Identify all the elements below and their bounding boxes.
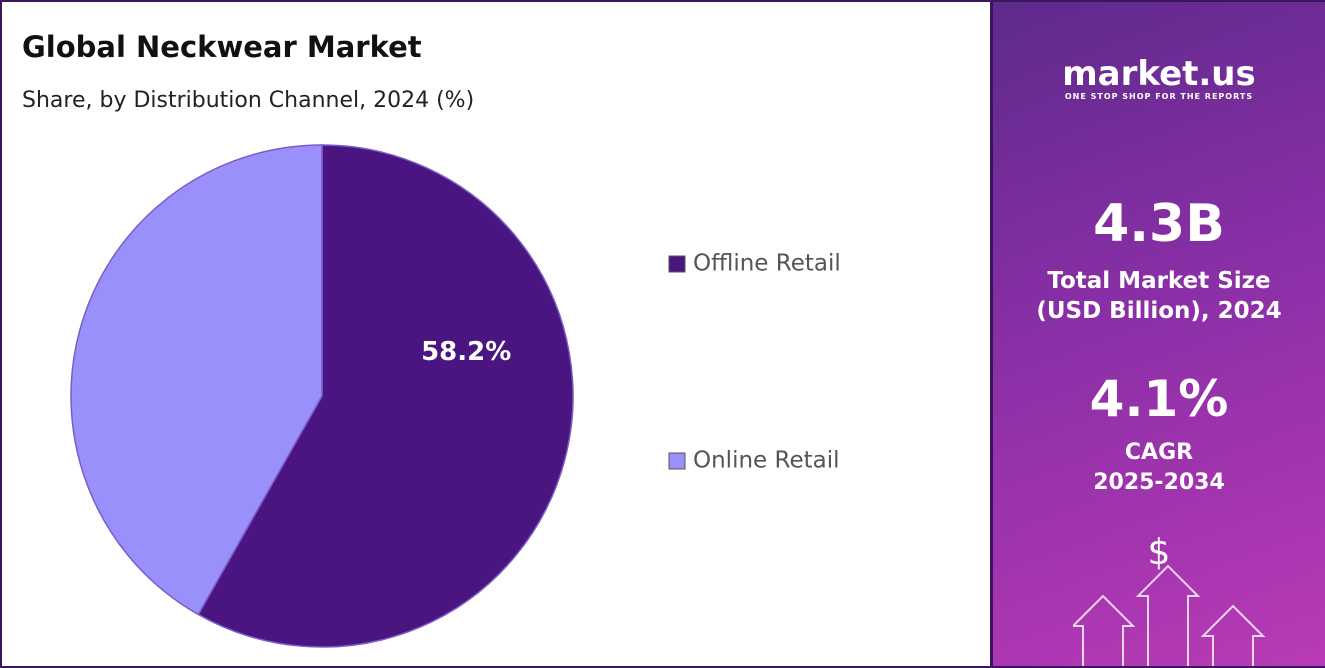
info-panel: market.us ONE STOP SHOP FOR THE REPORTS …	[990, 2, 1325, 666]
legend-label: Offline Retail	[693, 251, 841, 277]
cagr: 4.1%	[1089, 370, 1229, 428]
data-label: 58.2%	[421, 337, 511, 367]
cagr-label: 2025-2034	[1093, 470, 1225, 495]
market-size: 4.3B	[1093, 194, 1225, 254]
pie-slice	[197, 144, 574, 648]
chart: Global Neckwear Market Share, by Distrib…	[22, 30, 841, 648]
arrows	[1073, 564, 1266, 666]
tagline: ONE STOP SHOP FOR THE REPORTS	[1064, 92, 1254, 101]
pie-slice	[70, 144, 323, 616]
dollar-icon: $	[1147, 532, 1171, 573]
cagr-label: CAGR	[1124, 440, 1194, 465]
legend-swatch	[668, 452, 686, 470]
chart-subtitle: Share, by Distribution Channel, 2024 (%)	[22, 88, 474, 113]
logo: market.us	[1062, 54, 1256, 94]
market-size-label: Total Market Size	[1047, 268, 1271, 294]
legend-swatch	[668, 255, 686, 273]
market-size-label: (USD Billion), 2024	[1036, 298, 1282, 324]
chart-title: Global Neckwear Market	[22, 30, 422, 64]
legend-label: Online Retail	[693, 448, 840, 474]
